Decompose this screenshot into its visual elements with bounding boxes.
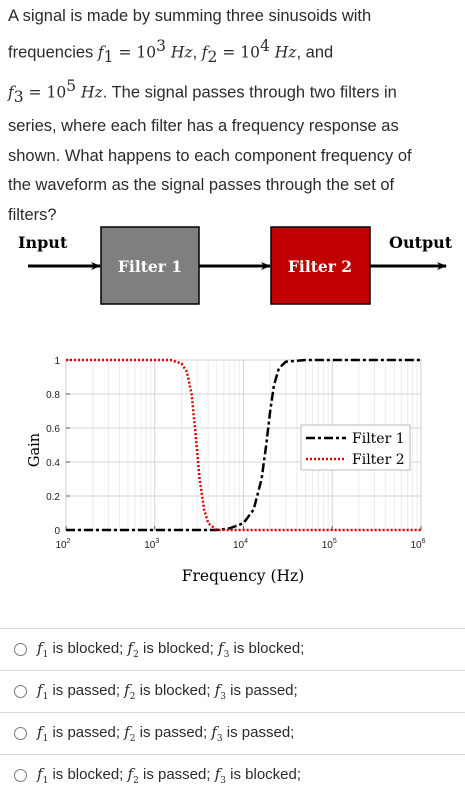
answer-option-label: f1 is blocked; f2 is passed; f3 is block…	[37, 765, 301, 786]
frequency-symbol: f1	[37, 723, 49, 744]
question-line-4: series, where each filter has a frequenc…	[8, 117, 399, 136]
x-tick-label: 104	[233, 538, 248, 551]
answer-option-text: is passed;	[222, 724, 295, 741]
answer-option-4[interactable]: f1 is blocked; f2 is passed; f3 is block…	[0, 754, 465, 796]
block-diagram: Input Filter 1 Filter 2 Output	[18, 226, 453, 305]
output-label: Output	[389, 233, 453, 252]
answer-option-text: is passed;	[135, 724, 212, 741]
chart-legend: Filter 1 Filter 2	[300, 424, 411, 471]
frequency-symbol: f2	[127, 765, 139, 786]
radio-button[interactable]	[14, 685, 27, 698]
answer-option-text: is blocked;	[138, 640, 219, 657]
x-tick-label: 106	[410, 538, 425, 551]
radio-button[interactable]	[14, 727, 27, 740]
filter-1-label: Filter 1	[118, 257, 182, 276]
x-tick-label: 105	[322, 538, 337, 551]
answer-option-2[interactable]: f1 is passed; f2 is blocked; f3 is passe…	[0, 670, 465, 712]
frequency-symbol: f3	[218, 639, 230, 660]
y-tick-label: 1	[54, 356, 60, 367]
answer-option-1[interactable]: f1 is blocked; f2 is blocked; f3 is bloc…	[0, 628, 465, 670]
frequency-symbol: f3	[211, 723, 223, 744]
answer-option-text: is blocked;	[48, 766, 128, 783]
y-axis-label: Gain	[27, 433, 43, 467]
answer-option-text: is passed;	[48, 682, 125, 699]
series-line-filter-2	[66, 358, 421, 532]
filter-2-label: Filter 2	[288, 257, 352, 276]
answer-option-text: is blocked;	[48, 640, 128, 657]
x-tick-label: 103	[144, 538, 159, 551]
question-text: A signal is made by summing three sinuso…	[8, 2, 458, 230]
y-tick-label: 0.8	[46, 390, 60, 401]
question-line-6: the waveform as the signal passes throug…	[8, 176, 395, 195]
frequency-symbol: f2	[124, 681, 136, 702]
y-tick-label: 0	[54, 526, 60, 537]
filter-2-box	[270, 226, 371, 305]
answer-option-text: is blocked;	[225, 766, 302, 783]
legend-box	[300, 424, 411, 471]
question-line-2: frequencies f1 = 103 Hz, f2 = 104 Hz, an…	[8, 36, 334, 66]
answer-option-label: f1 is passed; f2 is blocked; f3 is passe…	[37, 681, 298, 702]
input-label: Input	[18, 233, 68, 252]
answer-option-text: is passed;	[138, 766, 215, 783]
filter-1-box	[100, 226, 200, 305]
answer-options: f1 is blocked; f2 is blocked; f3 is bloc…	[0, 628, 465, 796]
y-tick-label: 0.4	[46, 458, 60, 469]
answer-option-text: is passed;	[225, 682, 298, 699]
radio-button[interactable]	[14, 643, 27, 656]
question-line-3: f3 = 105 Hz. The signal passes through t…	[8, 76, 397, 106]
x-tick-label: 102	[55, 538, 70, 551]
y-tick-label: 0.6	[46, 424, 60, 435]
radio-button[interactable]	[14, 769, 27, 782]
answer-option-text: is blocked;	[229, 640, 305, 657]
answer-option-text: is passed;	[48, 724, 125, 741]
question-line-7: filters?	[8, 205, 57, 224]
frequency-symbol: f3	[214, 765, 226, 786]
frequency-symbol: f1	[37, 681, 49, 702]
answer-option-label: f1 is blocked; f2 is blocked; f3 is bloc…	[37, 639, 304, 660]
y-tick-label: 0.2	[46, 492, 60, 503]
question-line-1: A signal is made by summing three sinuso…	[8, 7, 372, 25]
question-line-5: shown. What happens to each component fr…	[8, 146, 412, 165]
frequency-symbol: f2	[127, 639, 139, 660]
frequency-symbol: f1	[37, 765, 49, 786]
frequency-symbol: f1	[37, 639, 49, 660]
legend-filter-1-label: Filter 1	[352, 431, 405, 447]
answer-option-text: is blocked;	[135, 682, 215, 699]
answer-option-3[interactable]: f1 is passed; f2 is passed; f3 is passed…	[0, 712, 465, 754]
legend-filter-2-label: Filter 2	[352, 452, 405, 468]
x-axis-label: Frequency (Hz)	[182, 567, 305, 585]
frequency-symbol: f3	[214, 681, 226, 702]
series-line-filter-1	[66, 358, 421, 532]
gain-chart: 0 0.2 0.4 0.6 0.8 1 102 103 104 105 106 Gain Frequ…	[27, 356, 426, 585]
answer-option-label: f1 is passed; f2 is passed; f3 is passed…	[37, 723, 294, 744]
chart-series	[66, 358, 421, 532]
frequency-symbol: f2	[124, 723, 136, 744]
